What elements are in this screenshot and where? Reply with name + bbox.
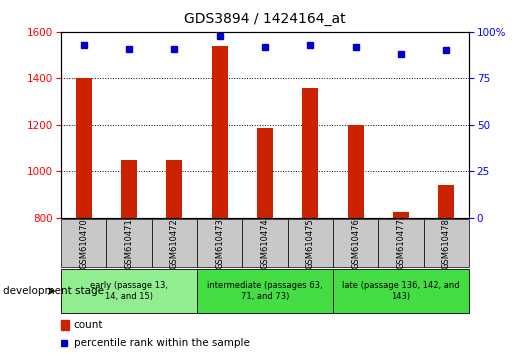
Bar (166, 160, 182, 218)
Bar (61, 320, 69, 330)
Bar (423, 219, 469, 267)
Text: GSM610476: GSM610476 (351, 218, 360, 269)
Bar (197, 269, 333, 313)
Text: GSM610470: GSM610470 (79, 218, 88, 269)
Bar (76, 78, 92, 218)
Bar (438, 185, 454, 218)
Text: early (passage 13,
14, and 15): early (passage 13, 14, and 15) (90, 281, 168, 301)
Bar (107, 219, 152, 267)
Text: count: count (74, 320, 103, 330)
Text: GSM610473: GSM610473 (215, 218, 224, 269)
Bar (393, 212, 409, 218)
Bar (242, 219, 288, 267)
Text: GSM610478: GSM610478 (442, 218, 451, 269)
Bar (152, 219, 197, 267)
Text: GSM610477: GSM610477 (396, 218, 405, 269)
Bar (61, 269, 197, 313)
Text: GSM610474: GSM610474 (261, 218, 269, 269)
Bar (197, 219, 242, 267)
Bar (333, 219, 378, 267)
Bar (61, 219, 107, 267)
Bar (288, 219, 333, 267)
Bar (257, 128, 273, 218)
Text: intermediate (passages 63,
71, and 73): intermediate (passages 63, 71, and 73) (207, 281, 323, 301)
Text: GSM610471: GSM610471 (125, 218, 134, 269)
Text: GDS3894 / 1424164_at: GDS3894 / 1424164_at (184, 12, 346, 27)
Bar (211, 46, 227, 218)
Bar (348, 125, 364, 218)
Text: percentile rank within the sample: percentile rank within the sample (74, 338, 250, 348)
Bar (378, 219, 423, 267)
Bar (333, 269, 469, 313)
Bar (303, 88, 319, 218)
Text: GSM610475: GSM610475 (306, 218, 315, 269)
Bar (121, 160, 137, 218)
Text: development stage: development stage (3, 286, 104, 296)
Text: GSM610472: GSM610472 (170, 218, 179, 269)
Text: late (passage 136, 142, and
143): late (passage 136, 142, and 143) (342, 281, 460, 301)
